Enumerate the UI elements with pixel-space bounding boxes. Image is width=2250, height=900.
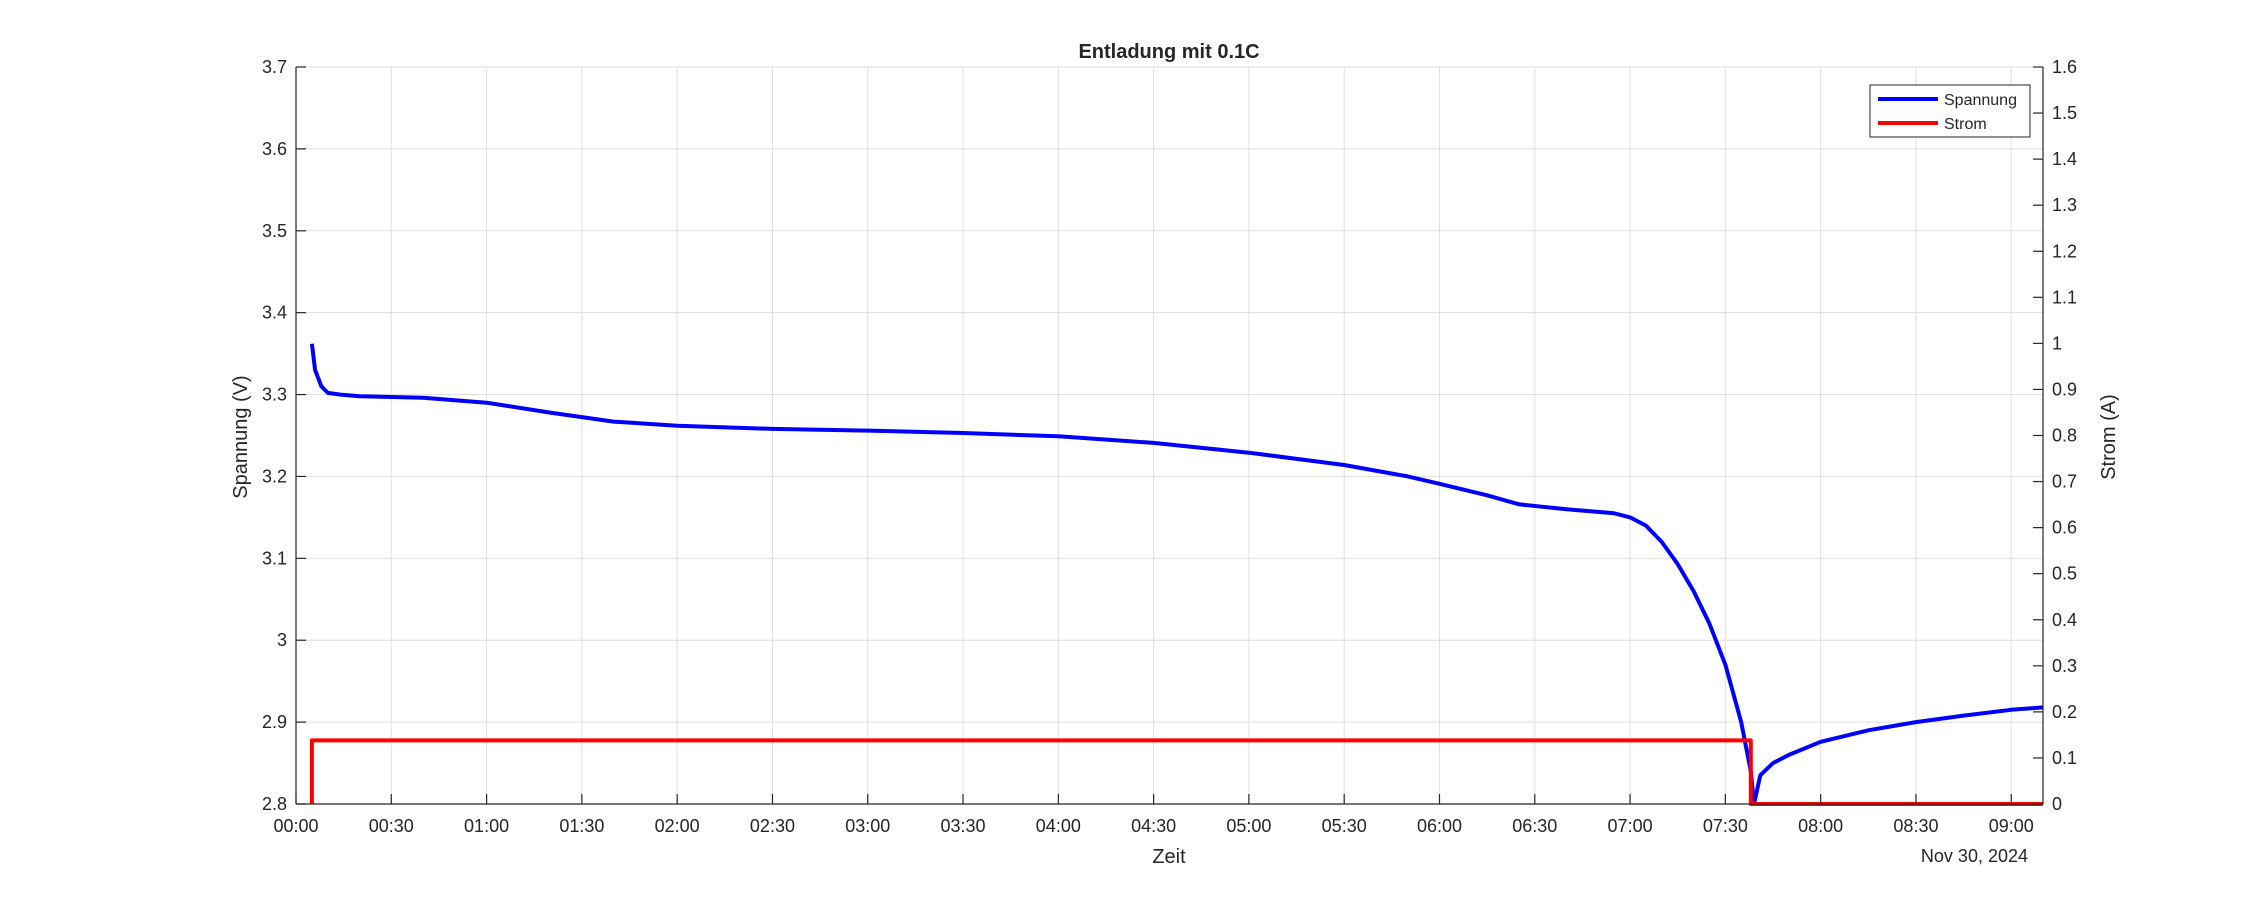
series-line-spannung <box>309 343 2044 806</box>
x-tick-label: 05:30 <box>1322 816 1367 836</box>
x-tick-label: 08:00 <box>1798 816 1843 836</box>
y-right-tick-label: 0 <box>2052 794 2062 814</box>
legend-box <box>1869 84 2031 138</box>
y-right-tick-label: 1 <box>2052 333 2062 353</box>
y-right-tick-label: 1.1 <box>2052 287 2077 307</box>
y-left-tick-label: 3 <box>277 630 287 650</box>
y-right-tick-label: 1.4 <box>2052 149 2077 169</box>
x-tick-label: 04:00 <box>1036 816 1081 836</box>
y-right-tick-label: 1.6 <box>2052 57 2077 77</box>
chart-title: Entladung mit 0.1C <box>1078 41 1259 63</box>
x-axis-title: Zeit <box>1152 846 1186 868</box>
y-left-tick-label: 2.8 <box>262 794 287 814</box>
x-tick-label: 06:00 <box>1417 816 1462 836</box>
x-tick-label: 07:00 <box>1608 816 1653 836</box>
x-tick-label: 00:30 <box>369 816 414 836</box>
y-right-tick-label: 0.7 <box>2052 472 2077 492</box>
x-tick-label: 02:00 <box>655 816 700 836</box>
y-right-tick-label: 0.2 <box>2052 702 2077 722</box>
y-right-tick-label: 1.5 <box>2052 103 2077 123</box>
legend-label-strom: Strom <box>1944 116 1987 133</box>
y-right-tick-label: 0.1 <box>2052 748 2077 768</box>
x-tick-label: 08:30 <box>1893 816 1938 836</box>
y-axis-left-title: Spannung (V) <box>230 375 252 498</box>
x-tick-label: 02:30 <box>750 816 795 836</box>
y-right-tick-label: 0.8 <box>2052 426 2077 446</box>
x-tick-label: 09:00 <box>1989 816 2034 836</box>
axes <box>295 66 2044 805</box>
x-tick-label: 03:30 <box>941 816 986 836</box>
y-axis-right-title: Strom (A) <box>2098 394 2120 480</box>
y-left-tick-label: 3.5 <box>262 221 287 241</box>
y-left-tick-label: 3.2 <box>262 466 287 486</box>
y-right-tick-label: 0.4 <box>2052 610 2077 630</box>
y-right-tick-label: 0.6 <box>2052 518 2077 538</box>
series-line-strom <box>309 738 2043 806</box>
y-right-tick-label: 0.3 <box>2052 656 2077 676</box>
tick-labels: 00:00 00:30 01:00 01:30 02:00 02:30 03:00 03:30… <box>262 57 2077 836</box>
x-tick-label: 04:30 <box>1131 816 1176 836</box>
y-left-tick-label: 3.4 <box>262 303 287 323</box>
y-left-tick-label: 3.6 <box>262 139 287 159</box>
x-tick-label: 06:30 <box>1512 816 1557 836</box>
y-right-tick-label: 1.3 <box>2052 195 2077 215</box>
y-left-tick-label: 2.9 <box>262 712 287 732</box>
y-left-tick-label: 3.7 <box>262 57 287 77</box>
y-right-tick-label: 0.5 <box>2052 564 2077 584</box>
x-tick-label: 00:00 <box>273 816 318 836</box>
x-tick-label: 05:00 <box>1226 816 1271 836</box>
y-left-tick-label: 3.1 <box>262 548 287 568</box>
y-left-tick-label: 3.3 <box>262 385 287 405</box>
x-tick-label: 03:00 <box>845 816 890 836</box>
x-tick-label: 01:00 <box>464 816 509 836</box>
x-tick-label: 07:30 <box>1703 816 1748 836</box>
y-right-tick-label: 0.9 <box>2052 379 2077 399</box>
plot-series <box>309 343 2044 806</box>
legend-label-spannung: Spannung <box>1944 92 2017 109</box>
y-right-tick-label: 1.2 <box>2052 241 2077 261</box>
grid <box>295 66 2043 805</box>
x-axis-date-label: Nov 30, 2024 <box>1921 846 2028 866</box>
x-tick-label: 01:30 <box>559 816 604 836</box>
legend: Spannung Strom <box>1869 84 2031 138</box>
